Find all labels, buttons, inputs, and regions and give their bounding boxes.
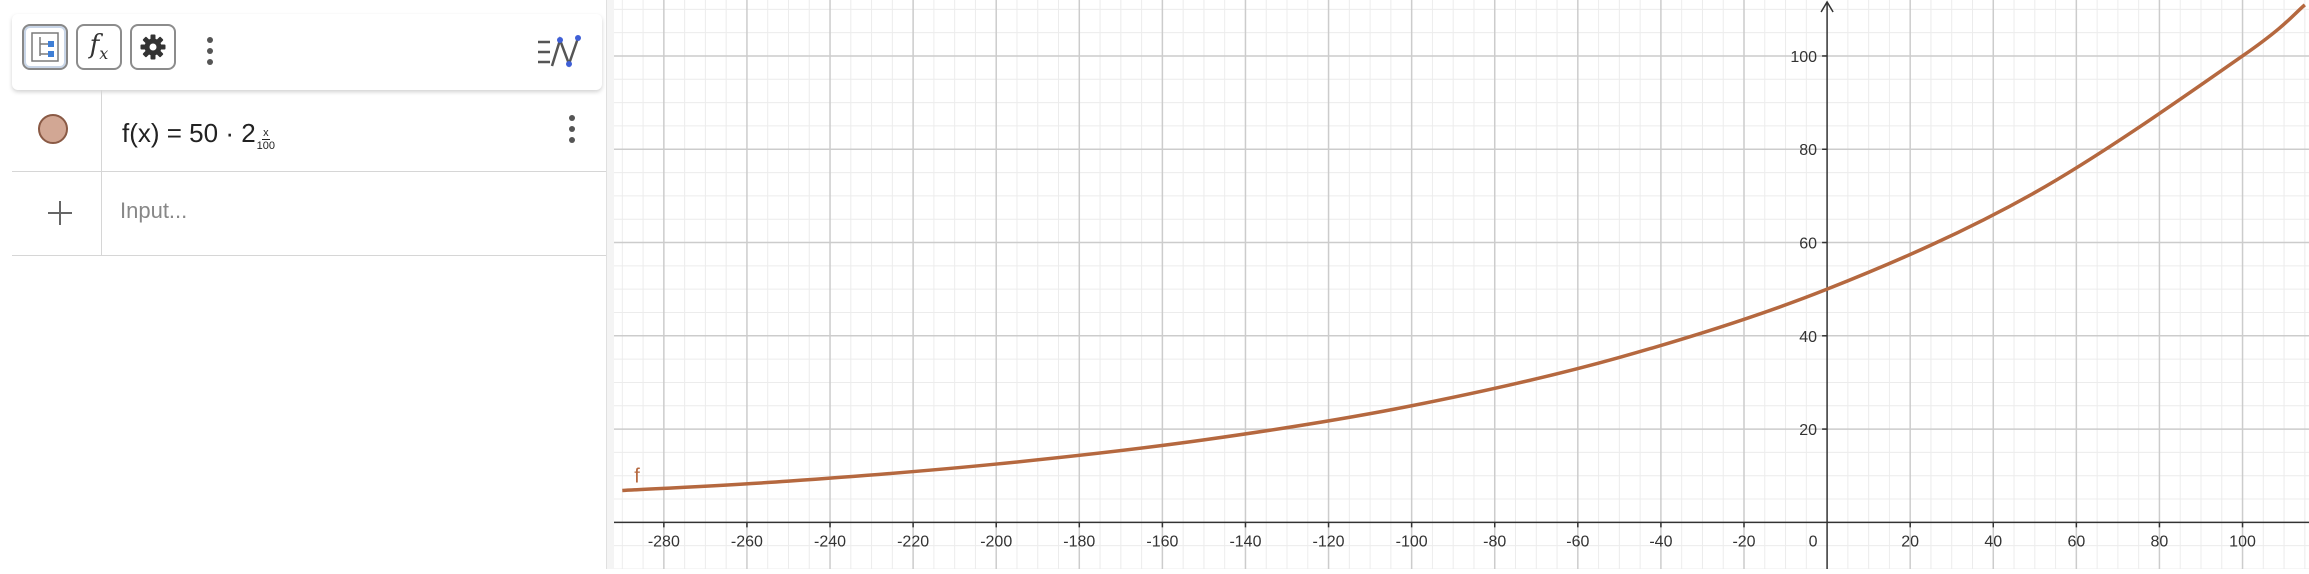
x-tick-labels: -280 -260 -240 -220 -200 -180 -160 -140 -120 -100… — [648, 533, 2256, 550]
x-tick-label: 60 — [2067, 533, 2085, 550]
graph-canvas[interactable]: -280 -260 -240 -220 -200 -180 -160 -140 -120 -100… — [614, 0, 2309, 570]
x-tick-label: 80 — [2151, 533, 2169, 550]
x-tick-label: -260 — [731, 533, 763, 550]
x-tick-label: -200 — [980, 533, 1012, 550]
y-axis-arrow — [1820, 0, 1834, 13]
algebra-input[interactable] — [118, 190, 592, 232]
y-tick-label: 40 — [1799, 329, 1817, 346]
settings-button[interactable] — [130, 24, 176, 70]
algebra-input-row[interactable] — [12, 172, 606, 256]
x-tick-label: 20 — [1901, 533, 1919, 550]
x-tick-label: -180 — [1063, 533, 1095, 550]
fx-icon: fx — [89, 30, 109, 64]
minor-grid — [614, 0, 2309, 570]
x-tick-label: -120 — [1313, 533, 1345, 550]
major-grid — [614, 0, 2309, 569]
y-tick-labels: 20 40 60 80 100 — [1790, 49, 1817, 439]
function-curve[interactable] — [622, 3, 2306, 493]
x-tick-label: -220 — [897, 533, 929, 550]
x-tick-label: -60 — [1566, 533, 1589, 550]
x-tick-label: -140 — [1229, 533, 1261, 550]
algebra-item-f[interactable]: f(x) = 50 · 2 x 100 — [12, 90, 606, 172]
x-tick-label: 40 — [1984, 533, 2002, 550]
x-tick-label: -80 — [1483, 533, 1506, 550]
graph-style-icon[interactable] — [536, 34, 582, 70]
axes — [614, 0, 2309, 569]
formula-prefix: f(x) = 50 · 2 — [122, 118, 256, 148]
function-curve-f[interactable]: f — [622, 3, 2306, 493]
x-tick-label: -240 — [814, 533, 846, 550]
curve-label: f — [634, 466, 640, 488]
x-tick-label: -40 — [1649, 533, 1672, 550]
x-tick-label: -160 — [1146, 533, 1178, 550]
algebra-toolbar: fx — [12, 14, 602, 90]
tree-list-icon — [31, 32, 59, 62]
y-tick-label: 80 — [1799, 142, 1817, 159]
x-tick-label: -280 — [648, 533, 680, 550]
algebra-view-button[interactable] — [22, 24, 68, 70]
tools-button[interactable]: fx — [76, 24, 122, 70]
plus-icon[interactable] — [46, 199, 74, 227]
exponent-numerator: x — [262, 127, 270, 140]
marble-column — [12, 172, 102, 255]
item-menu-icon[interactable] — [566, 114, 578, 144]
y-tick-label: 60 — [1799, 236, 1817, 253]
y-tick-label: 20 — [1799, 422, 1817, 439]
x-tick-label: -20 — [1732, 533, 1755, 550]
y-tick-label: 100 — [1790, 49, 1817, 66]
algebra-panel: fx — [0, 0, 606, 569]
x-tick-label: 100 — [2229, 533, 2256, 550]
x-tick-label: 0 — [1809, 533, 1818, 550]
graphics-view[interactable]: -280 -260 -240 -220 -200 -180 -160 -140 -120 -100… — [614, 0, 2309, 570]
kebab-menu-icon[interactable] — [204, 36, 216, 66]
gear-icon — [140, 34, 166, 60]
marble-column — [12, 90, 102, 171]
x-tick-label: -100 — [1396, 533, 1428, 550]
panel-divider[interactable] — [606, 0, 614, 569]
formula-f[interactable]: f(x) = 50 · 2 x 100 — [122, 118, 275, 158]
exponent-denominator: 100 — [256, 140, 276, 152]
visibility-toggle-dot[interactable] — [38, 114, 68, 144]
